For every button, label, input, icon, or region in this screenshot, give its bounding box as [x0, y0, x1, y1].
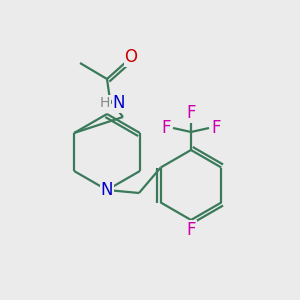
Text: H: H: [100, 96, 110, 110]
Text: F: F: [161, 119, 171, 137]
Text: F: F: [186, 104, 196, 122]
Text: F: F: [186, 221, 196, 239]
Text: F: F: [211, 119, 221, 137]
Text: N: N: [101, 181, 113, 199]
Text: O: O: [124, 48, 137, 66]
Text: N: N: [113, 94, 125, 112]
